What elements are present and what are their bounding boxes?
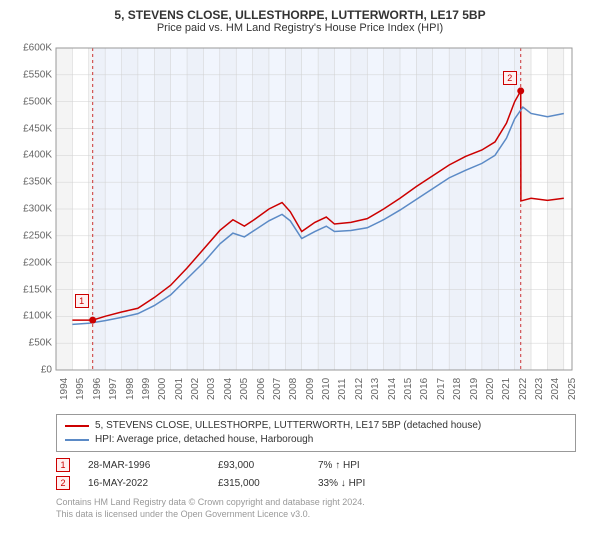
y-axis-label: £600K	[12, 43, 52, 54]
x-axis-label: 2005	[239, 378, 250, 400]
chart-area: £0 £50K £100K £150K £200K £250K £300K £350K £400…	[12, 38, 588, 408]
x-axis-label: 2011	[337, 378, 348, 400]
transaction-diff: 33% ↓ HPI	[318, 478, 418, 489]
chart-marker-1: 1	[75, 294, 89, 308]
x-axis-label: 2009	[305, 378, 316, 400]
legend-swatch-0	[65, 425, 89, 427]
marker-badge: 1	[56, 458, 70, 472]
transactions-table: 1 28-MAR-1996 £93,000 7% ↑ HPI 2 16-MAY-…	[56, 456, 576, 492]
y-axis-label: £450K	[12, 123, 52, 134]
table-row: 2 16-MAY-2022 £315,000 33% ↓ HPI	[56, 474, 576, 492]
legend-swatch-1	[65, 439, 89, 441]
y-axis-label: £200K	[12, 257, 52, 268]
y-axis-label: £50K	[12, 338, 52, 349]
x-axis-label: 2025	[567, 378, 578, 400]
x-axis-label: 2008	[288, 378, 299, 400]
x-axis-label: 2002	[190, 378, 201, 400]
chart-svg	[12, 38, 588, 408]
transaction-price: £93,000	[218, 460, 318, 471]
x-axis-label: 2010	[321, 378, 332, 400]
x-axis-label: 2019	[469, 378, 480, 400]
y-axis-label: £400K	[12, 150, 52, 161]
transaction-date: 16-MAY-2022	[88, 478, 218, 489]
transaction-diff: 7% ↑ HPI	[318, 460, 418, 471]
y-axis-label: £500K	[12, 96, 52, 107]
x-axis-label: 2006	[256, 378, 267, 400]
chart-subtitle: Price paid vs. HM Land Registry's House …	[12, 22, 588, 34]
x-axis-label: 1994	[59, 378, 70, 400]
x-axis-label: 2003	[206, 378, 217, 400]
y-axis-label: £250K	[12, 230, 52, 241]
legend-label-1: HPI: Average price, detached house, Harb…	[95, 433, 313, 447]
transaction-date: 28-MAR-1996	[88, 460, 218, 471]
x-axis-label: 2014	[387, 378, 398, 400]
x-axis-label: 1996	[92, 378, 103, 400]
x-axis-label: 2023	[534, 378, 545, 400]
marker-badge: 2	[56, 476, 70, 490]
legend-row: HPI: Average price, detached house, Harb…	[65, 433, 567, 447]
y-axis-label: £0	[12, 365, 52, 376]
chart-marker-2: 2	[503, 71, 517, 85]
x-axis-label: 1997	[108, 378, 119, 400]
footer-line-2: This data is licensed under the Open Gov…	[56, 508, 588, 520]
chart-title: 5, STEVENS CLOSE, ULLESTHORPE, LUTTERWOR…	[12, 8, 588, 22]
legend-label-0: 5, STEVENS CLOSE, ULLESTHORPE, LUTTERWOR…	[95, 419, 481, 433]
y-axis-label: £550K	[12, 69, 52, 80]
footer-attribution: Contains HM Land Registry data © Crown c…	[56, 496, 588, 520]
y-axis-label: £300K	[12, 204, 52, 215]
legend-box: 5, STEVENS CLOSE, ULLESTHORPE, LUTTERWOR…	[56, 414, 576, 452]
x-axis-label: 2018	[452, 378, 463, 400]
x-axis-label: 2024	[550, 378, 561, 400]
x-axis-label: 2021	[501, 378, 512, 400]
x-axis-label: 2017	[436, 378, 447, 400]
x-axis-label: 1995	[75, 378, 86, 400]
x-axis-label: 2015	[403, 378, 414, 400]
x-axis-label: 2000	[157, 378, 168, 400]
table-row: 1 28-MAR-1996 £93,000 7% ↑ HPI	[56, 456, 576, 474]
footer-line-1: Contains HM Land Registry data © Crown c…	[56, 496, 588, 508]
x-axis-label: 2016	[419, 378, 430, 400]
x-axis-label: 1998	[125, 378, 136, 400]
transaction-price: £315,000	[218, 478, 318, 489]
x-axis-label: 2004	[223, 378, 234, 400]
x-axis-label: 1999	[141, 378, 152, 400]
x-axis-label: 2020	[485, 378, 496, 400]
legend-row: 5, STEVENS CLOSE, ULLESTHORPE, LUTTERWOR…	[65, 419, 567, 433]
x-axis-label: 2007	[272, 378, 283, 400]
x-axis-label: 2022	[518, 378, 529, 400]
x-axis-label: 2001	[174, 378, 185, 400]
y-axis-label: £350K	[12, 177, 52, 188]
y-axis-label: £150K	[12, 284, 52, 295]
y-axis-label: £100K	[12, 311, 52, 322]
x-axis-label: 2013	[370, 378, 381, 400]
x-axis-label: 2012	[354, 378, 365, 400]
